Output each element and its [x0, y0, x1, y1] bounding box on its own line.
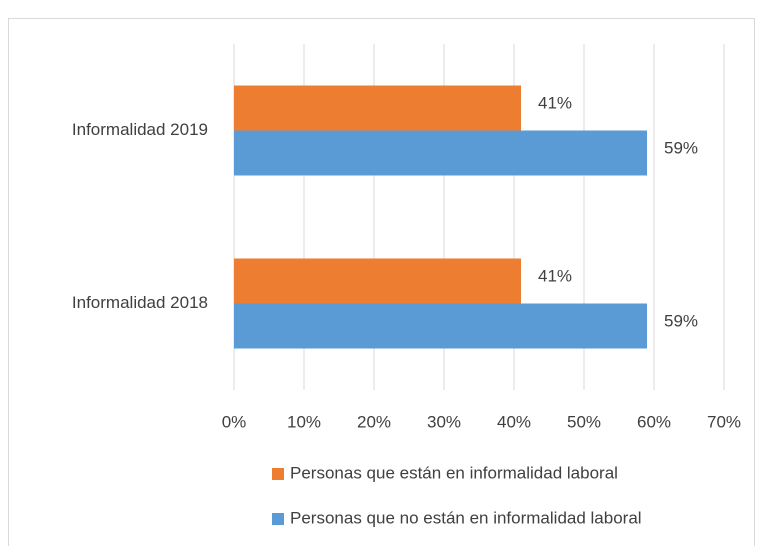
x-tick-label: 40% [497, 412, 531, 431]
legend-label: Personas que están en informalidad labor… [290, 463, 618, 482]
y-tick-label: Informalidad 2019 [72, 120, 208, 139]
y-tick-label: Informalidad 2018 [72, 293, 208, 312]
x-tick-label: 70% [707, 412, 741, 431]
legend-label: Personas que no están en informalidad la… [290, 508, 642, 527]
bar [234, 130, 647, 176]
x-tick-label: 0% [222, 412, 247, 431]
x-tick-label: 30% [427, 412, 461, 431]
x-tick-label: 50% [567, 412, 601, 431]
bar [234, 85, 521, 131]
data-label: 41% [538, 93, 572, 112]
legend-swatch [272, 513, 284, 525]
x-tick-label: 60% [637, 412, 671, 431]
legend-swatch [272, 468, 284, 480]
data-label: 59% [664, 138, 698, 157]
bar [234, 258, 521, 304]
data-label: 41% [538, 266, 572, 285]
x-tick-label: 10% [287, 412, 321, 431]
x-tick-label: 20% [357, 412, 391, 431]
data-label: 59% [664, 311, 698, 330]
bar [234, 303, 647, 349]
